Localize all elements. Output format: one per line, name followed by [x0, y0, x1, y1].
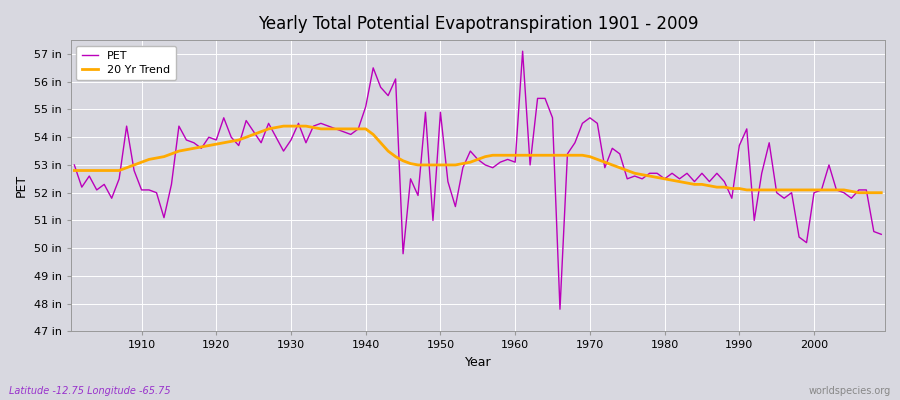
- 20 Yr Trend: [69, 168, 80, 173]
- PET: [502, 157, 513, 162]
- 20 Yr Trend: [876, 190, 886, 195]
- Line: PET: PET: [75, 51, 881, 309]
- 20 Yr Trend: [346, 126, 356, 131]
- PET: [509, 160, 520, 164]
- 20 Yr Trend: [853, 190, 864, 195]
- X-axis label: Year: Year: [464, 356, 491, 369]
- Legend: PET, 20 Yr Trend: PET, 20 Yr Trend: [76, 46, 176, 80]
- PET: [69, 162, 80, 167]
- PET: [554, 307, 565, 312]
- PET: [129, 168, 140, 173]
- 20 Yr Trend: [278, 124, 289, 128]
- PET: [338, 129, 348, 134]
- PET: [876, 232, 886, 237]
- Line: 20 Yr Trend: 20 Yr Trend: [75, 126, 881, 193]
- 20 Yr Trend: [129, 162, 140, 167]
- Y-axis label: PET: PET: [15, 174, 28, 197]
- PET: [518, 49, 528, 54]
- Text: worldspecies.org: worldspecies.org: [809, 386, 891, 396]
- PET: [293, 121, 304, 126]
- 20 Yr Trend: [518, 153, 528, 158]
- Text: Latitude -12.75 Longitude -65.75: Latitude -12.75 Longitude -65.75: [9, 386, 171, 396]
- 20 Yr Trend: [301, 124, 311, 128]
- Title: Yearly Total Potential Evapotranspiration 1901 - 2009: Yearly Total Potential Evapotranspiratio…: [257, 15, 698, 33]
- 20 Yr Trend: [509, 153, 520, 158]
- 20 Yr Trend: [607, 162, 617, 167]
- PET: [615, 152, 626, 156]
